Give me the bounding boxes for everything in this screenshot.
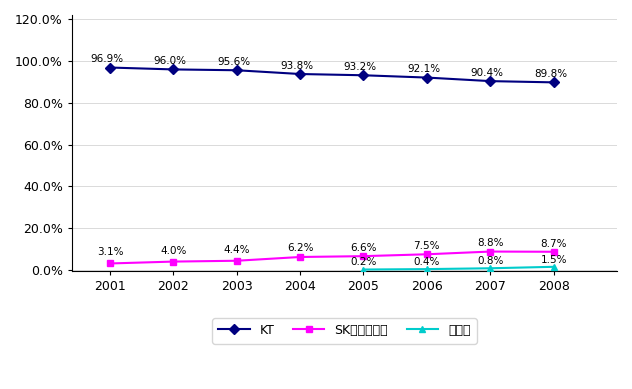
Text: 0.2%: 0.2% <box>350 258 377 267</box>
KT <box>106 65 114 70</box>
Line: SK브로드밴드: SK브로드밴드 <box>106 248 557 267</box>
KT <box>550 80 557 85</box>
Text: 6.6%: 6.6% <box>350 243 377 253</box>
KT <box>233 68 241 73</box>
Text: 6.2%: 6.2% <box>287 243 313 253</box>
SK브로드밴드 <box>106 261 114 266</box>
KT <box>487 79 494 84</box>
Text: 90.4%: 90.4% <box>471 68 504 78</box>
Text: 0.4%: 0.4% <box>414 257 440 267</box>
Text: 89.8%: 89.8% <box>534 69 567 79</box>
SK브로드밴드 <box>296 255 304 259</box>
Line: 데이콤: 데이콤 <box>360 263 557 273</box>
Text: 4.0%: 4.0% <box>160 246 186 256</box>
데이콤 <box>550 265 557 269</box>
Text: 8.8%: 8.8% <box>477 238 504 248</box>
Legend: KT, SK브로드밴드, 데이콤: KT, SK브로드밴드, 데이콤 <box>212 318 477 343</box>
Text: 92.1%: 92.1% <box>407 64 441 74</box>
Text: 8.7%: 8.7% <box>540 239 567 249</box>
Text: 93.2%: 93.2% <box>344 62 377 72</box>
Text: 95.6%: 95.6% <box>217 57 250 67</box>
데이콤 <box>487 266 494 271</box>
Line: KT: KT <box>106 64 557 86</box>
KT <box>169 67 177 72</box>
SK브로드밴드 <box>360 254 367 258</box>
SK브로드밴드 <box>487 249 494 254</box>
Text: 96.9%: 96.9% <box>90 54 123 64</box>
Text: 96.0%: 96.0% <box>154 56 186 66</box>
Text: 0.8%: 0.8% <box>477 256 504 266</box>
데이콤 <box>360 267 367 272</box>
SK브로드밴드 <box>550 249 557 254</box>
Text: 1.5%: 1.5% <box>540 255 567 265</box>
SK브로드밴드 <box>233 258 241 263</box>
Text: 93.8%: 93.8% <box>281 61 313 71</box>
SK브로드밴드 <box>423 252 430 257</box>
Text: 3.1%: 3.1% <box>97 247 123 257</box>
SK브로드밴드 <box>169 259 177 264</box>
Text: 4.4%: 4.4% <box>224 245 250 255</box>
KT <box>360 73 367 77</box>
데이콤 <box>423 267 430 272</box>
Text: 7.5%: 7.5% <box>413 241 440 251</box>
KT <box>423 75 430 80</box>
KT <box>296 72 304 76</box>
